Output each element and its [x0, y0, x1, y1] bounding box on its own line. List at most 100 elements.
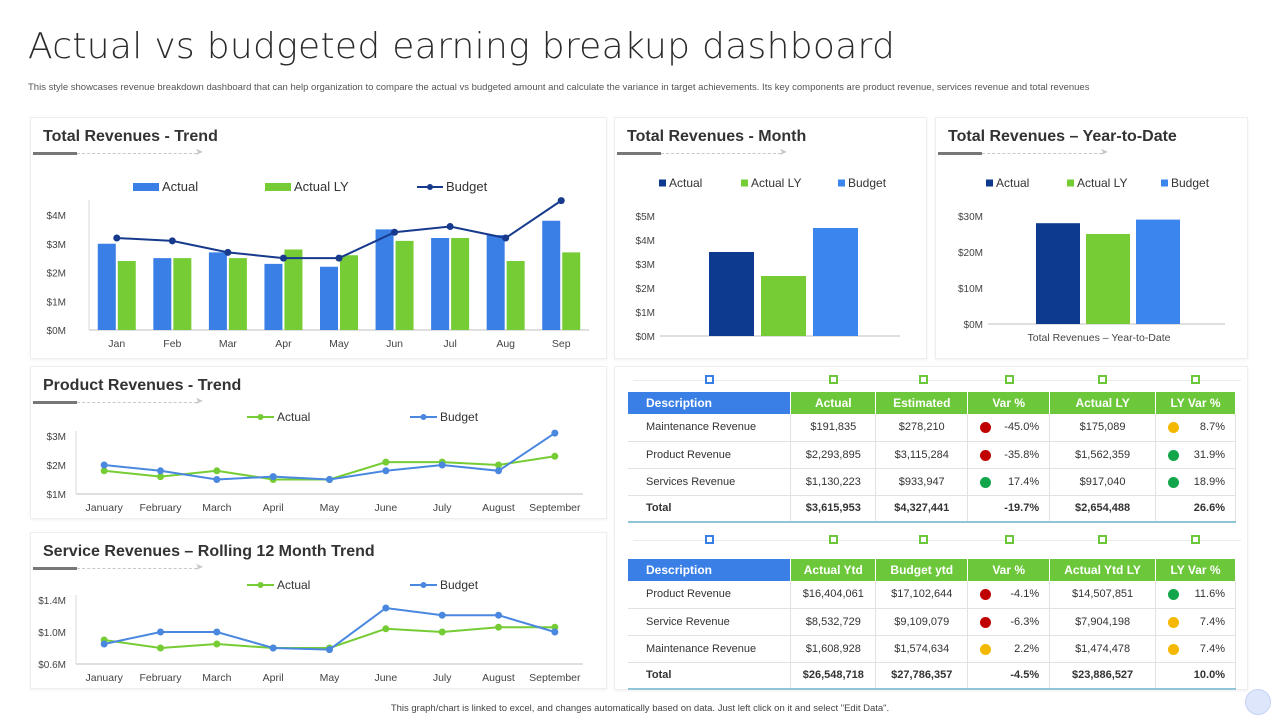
- table-total-row[interactable]: Total $3,615,953 $4,327,441 -19.7% $2,65…: [628, 495, 1236, 523]
- title-dash: [661, 153, 781, 154]
- budget-point: [551, 628, 559, 636]
- status-dot-icon: [980, 643, 992, 655]
- column-header[interactable]: Actual Ytd LY: [1049, 559, 1157, 581]
- page-number-badge[interactable]: [1245, 689, 1271, 715]
- row-actual: $1,608,928: [790, 635, 877, 663]
- status-dot-icon: [1168, 476, 1180, 488]
- table-row[interactable]: Product Revenue $2,293,895 $3,115,284 -3…: [628, 441, 1236, 469]
- row-description: Product Revenue: [628, 441, 792, 469]
- budget-point: [168, 237, 176, 245]
- y-tick-label: $5M: [636, 212, 655, 223]
- title-underline: [33, 401, 77, 404]
- revenue-ytd-table: Description Actual Ytd Budget ytd Var % …: [628, 559, 1236, 690]
- footer-note: This graph/chart is linked to excel, and…: [390, 703, 890, 714]
- row-ly-var-cell: 8.7%: [1155, 414, 1236, 442]
- column-header[interactable]: Var %: [967, 559, 1051, 581]
- column-header[interactable]: Actual Ytd: [790, 559, 877, 581]
- row-var-cell: -35.8%: [967, 441, 1051, 469]
- bar-actual: [208, 252, 227, 330]
- total-revenues-ytd-card[interactable]: Total Revenues – Year-to-Date ➤ $0M $10M $…: [935, 117, 1248, 359]
- legend-swatch: [741, 179, 748, 187]
- table-row[interactable]: Service Revenue $8,532,729 $9,109,079 -6…: [628, 608, 1236, 636]
- row-actual-ly: $14,507,851: [1049, 581, 1157, 609]
- row-ly-var: 7.4%: [1199, 642, 1225, 655]
- total-revenues-trend-card[interactable]: Total Revenues - Trend ➤ $0M $1M $2M $3M $4M…: [30, 117, 607, 359]
- column-marker-icon: [1098, 535, 1107, 544]
- row-estimated: $3,115,284: [875, 441, 969, 469]
- x-tick-label: Apr: [275, 338, 292, 350]
- y-tick-label: $1M: [47, 297, 66, 308]
- column-header[interactable]: Actual: [790, 392, 877, 414]
- table-row[interactable]: Product Revenue $16,404,061 $17,102,644 …: [628, 581, 1236, 609]
- bar-actual: [1036, 223, 1080, 324]
- row-var-cell: -6.3%: [967, 608, 1051, 636]
- column-marker-icon: [1005, 375, 1014, 384]
- row-var-cell: -45.0%: [967, 414, 1051, 442]
- total-revenues-trend-chart[interactable]: $0M $1M $2M $3M $4M Jan Feb Mar Apr May Jun Jul Aug S…: [31, 118, 608, 360]
- budget-point: [269, 473, 277, 481]
- service-revenues-trend-card[interactable]: Service Revenues – Rolling 12 Month Tren…: [30, 532, 607, 689]
- legend-swatch: [659, 179, 666, 187]
- legend-label: Actual LY: [294, 179, 349, 194]
- x-tick-label: March: [202, 502, 231, 514]
- bar-actual-ly: [173, 258, 192, 330]
- total-revenues-month-card[interactable]: Total Revenues - Month ➤ $0M $1M $2M $3M $4M…: [614, 117, 927, 359]
- total-estimated: $27,786,357: [875, 662, 969, 690]
- legend-swatch: [133, 183, 159, 191]
- total-actual: $3,615,953: [790, 495, 877, 523]
- y-tick-label: $0M: [47, 326, 66, 337]
- row-var: -35.8%: [1004, 448, 1040, 461]
- row-description: Services Revenue: [628, 468, 792, 496]
- revenue-month-table: Description Actual Estimated Var % Actua…: [628, 392, 1236, 523]
- x-tick-label: March: [202, 672, 231, 684]
- x-tick-label: August: [482, 502, 515, 514]
- x-tick-label: September: [529, 502, 581, 514]
- total-ly-var: 10.0%: [1155, 662, 1236, 690]
- actual-point: [382, 625, 390, 633]
- legend-marker: [257, 414, 264, 420]
- table-row[interactable]: Maintenance Revenue $1,608,928 $1,574,63…: [628, 635, 1236, 663]
- legend-swatch: [838, 179, 845, 187]
- budget-point: [157, 628, 164, 636]
- column-marker-icon: [705, 535, 714, 544]
- column-header[interactable]: LY Var %: [1155, 559, 1236, 581]
- service-revenues-trend-chart[interactable]: $0.6M $1.0M $1.4M January February March April…: [31, 533, 608, 690]
- legend-swatch: [1161, 179, 1168, 187]
- row-actual: $2,293,895: [790, 441, 877, 469]
- column-header[interactable]: Description: [628, 559, 792, 581]
- row-description: Service Revenue: [628, 608, 792, 636]
- title-underline: [33, 152, 77, 155]
- y-tick-label: $2M: [636, 284, 655, 295]
- total-revenues-ytd-chart[interactable]: $0M $10M $20M $30M Total Revenues – Year-to-…: [936, 118, 1249, 360]
- x-tick-label: Jun: [386, 338, 403, 350]
- x-tick-label: August: [482, 672, 515, 684]
- row-var: -6.3%: [1010, 615, 1040, 628]
- table-row[interactable]: Maintenance Revenue $191,835 $278,210 -4…: [628, 414, 1236, 442]
- product-revenues-trend-chart[interactable]: $1M $2M $3M January February March April May Jun…: [31, 367, 608, 520]
- total-actual-ly: $23,886,527: [1049, 662, 1157, 690]
- table-row[interactable]: Services Revenue $1,130,223 $933,947 17.…: [628, 468, 1236, 496]
- product-revenues-trend-card[interactable]: Product Revenues - Trend ➤ $1M $2M $3M Janu…: [30, 366, 607, 519]
- title-underline: [33, 567, 77, 570]
- column-header[interactable]: Estimated: [875, 392, 969, 414]
- column-header[interactable]: Budget ytd: [875, 559, 969, 581]
- row-ly-var-cell: 7.4%: [1155, 635, 1236, 663]
- table-total-row[interactable]: Total $26,548,718 $27,786,357 -4.5% $23,…: [628, 662, 1236, 690]
- budget-point: [382, 604, 390, 612]
- legend-swatch: [265, 183, 291, 191]
- budget-point: [502, 234, 510, 242]
- legend-label: Actual LY: [1077, 176, 1127, 190]
- column-header[interactable]: LY Var %: [1155, 392, 1236, 414]
- x-tick-label: June: [374, 502, 397, 514]
- bar-actual: [153, 258, 172, 330]
- bar-actual-ly: [117, 261, 136, 330]
- column-header[interactable]: Var %: [967, 392, 1051, 414]
- total-revenues-month-chart[interactable]: $0M $1M $2M $3M $4M $5M Actual Actual LY Budget: [615, 118, 928, 360]
- budget-point: [213, 476, 221, 483]
- column-header[interactable]: Actual LY: [1049, 392, 1157, 414]
- row-ly-var-cell: 11.6%: [1155, 581, 1236, 609]
- row-var: 2.2%: [1014, 642, 1040, 655]
- column-marker-icon: [1098, 375, 1107, 384]
- page-subtitle: This style showcases revenue breakdown d…: [28, 82, 1090, 93]
- column-header[interactable]: Description: [628, 392, 792, 414]
